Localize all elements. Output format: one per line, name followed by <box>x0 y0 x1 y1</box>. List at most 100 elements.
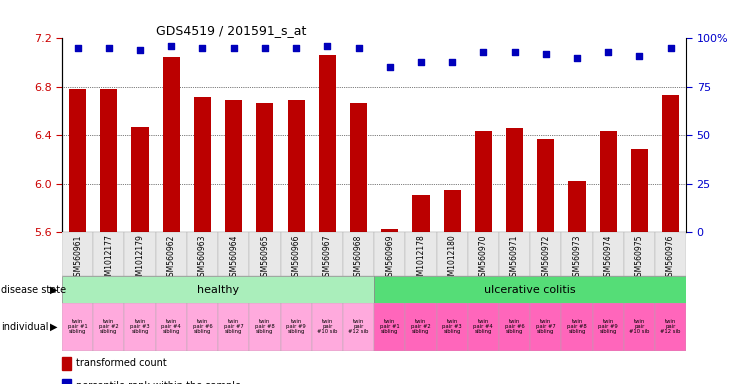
Bar <box>499 232 530 276</box>
Point <box>353 45 364 51</box>
Bar <box>662 95 679 232</box>
Bar <box>343 303 374 351</box>
Bar <box>561 303 593 351</box>
Point <box>509 49 520 55</box>
Text: GSM1012177: GSM1012177 <box>104 235 113 285</box>
Bar <box>412 195 429 232</box>
Text: twin
pair #2
sibling: twin pair #2 sibling <box>411 319 431 334</box>
Text: GSM560976: GSM560976 <box>666 235 675 281</box>
Bar <box>599 131 617 232</box>
Point <box>103 45 115 51</box>
Bar <box>280 303 312 351</box>
Text: GSM560971: GSM560971 <box>510 235 519 281</box>
Bar <box>69 89 86 232</box>
Bar <box>312 303 343 351</box>
Bar <box>312 232 343 276</box>
Text: GSM560972: GSM560972 <box>541 235 550 281</box>
Text: twin
pair #8
sibling: twin pair #8 sibling <box>567 319 587 334</box>
Text: twin
pair #4
sibling: twin pair #4 sibling <box>161 319 181 334</box>
Text: twin
pair #8
sibling: twin pair #8 sibling <box>255 319 274 334</box>
Text: GDS4519 / 201591_s_at: GDS4519 / 201591_s_at <box>155 24 306 37</box>
Bar <box>437 232 468 276</box>
Bar <box>288 100 304 232</box>
Point <box>166 43 177 49</box>
Bar <box>381 229 399 232</box>
Text: individual: individual <box>1 321 48 332</box>
Text: GSM560973: GSM560973 <box>572 235 582 281</box>
Bar <box>655 232 686 276</box>
Text: twin
pair #3
sibling: twin pair #3 sibling <box>130 319 150 334</box>
Text: twin
pair #7
sibling: twin pair #7 sibling <box>224 319 244 334</box>
Bar <box>623 303 655 351</box>
Text: GSM560969: GSM560969 <box>385 235 394 281</box>
Bar <box>249 232 280 276</box>
Text: GSM560967: GSM560967 <box>323 235 332 281</box>
Bar <box>437 303 468 351</box>
Text: percentile rank within the sample: percentile rank within the sample <box>76 381 241 384</box>
Text: GSM560968: GSM560968 <box>354 235 363 281</box>
Bar <box>250 303 280 351</box>
Text: disease state: disease state <box>1 285 66 295</box>
Point <box>540 51 552 57</box>
Bar <box>218 232 250 276</box>
Bar <box>194 97 211 232</box>
Bar <box>93 232 124 276</box>
Text: GSM560974: GSM560974 <box>604 235 612 281</box>
Text: GSM560966: GSM560966 <box>291 235 301 281</box>
Bar <box>468 232 499 276</box>
Point <box>571 55 583 61</box>
Text: GSM560962: GSM560962 <box>166 235 176 281</box>
Bar <box>62 303 93 351</box>
Bar <box>631 149 648 232</box>
Point <box>634 53 645 59</box>
Text: GSM560965: GSM560965 <box>261 235 269 281</box>
Text: GSM1012178: GSM1012178 <box>416 235 426 285</box>
Point <box>477 49 489 55</box>
Text: twin
pair #6
sibling: twin pair #6 sibling <box>504 319 524 334</box>
Bar <box>655 303 686 351</box>
Bar <box>62 276 374 303</box>
Text: ulcerative colitis: ulcerative colitis <box>484 285 576 295</box>
Bar <box>256 103 274 232</box>
Bar <box>405 303 437 351</box>
Bar <box>93 303 124 351</box>
Bar <box>506 128 523 232</box>
Bar <box>569 181 585 232</box>
Bar <box>374 232 405 276</box>
Text: twin
pair #7
sibling: twin pair #7 sibling <box>536 319 556 334</box>
Text: twin
pair
#12 sib: twin pair #12 sib <box>661 319 681 334</box>
Bar <box>593 232 624 276</box>
Point <box>291 45 302 51</box>
Bar <box>155 232 187 276</box>
Bar <box>62 379 72 384</box>
Bar <box>218 303 250 351</box>
Point <box>134 47 146 53</box>
Text: GSM1012180: GSM1012180 <box>447 235 457 285</box>
Bar <box>374 276 686 303</box>
Bar <box>561 232 593 276</box>
Text: healthy: healthy <box>197 285 239 295</box>
Text: GSM560961: GSM560961 <box>73 235 82 281</box>
Bar <box>444 190 461 232</box>
Text: GSM560964: GSM560964 <box>229 235 238 281</box>
Bar <box>474 131 492 232</box>
Bar <box>499 303 530 351</box>
Bar <box>374 303 405 351</box>
Text: twin
pair #4
sibling: twin pair #4 sibling <box>474 319 493 334</box>
Bar <box>280 232 312 276</box>
Bar <box>350 103 367 232</box>
Bar <box>100 89 118 232</box>
Text: GSM560975: GSM560975 <box>635 235 644 281</box>
Bar <box>468 303 499 351</box>
Text: GSM560963: GSM560963 <box>198 235 207 281</box>
Text: transformed count: transformed count <box>76 359 167 369</box>
Bar <box>124 232 155 276</box>
Bar <box>593 303 623 351</box>
Bar <box>405 232 437 276</box>
Bar <box>319 55 336 232</box>
Text: twin
pair #1
sibling: twin pair #1 sibling <box>380 319 399 334</box>
Text: twin
pair
#12 sib: twin pair #12 sib <box>348 319 369 334</box>
Bar <box>62 232 93 276</box>
Text: twin
pair #3
sibling: twin pair #3 sibling <box>442 319 462 334</box>
Point <box>228 45 239 51</box>
